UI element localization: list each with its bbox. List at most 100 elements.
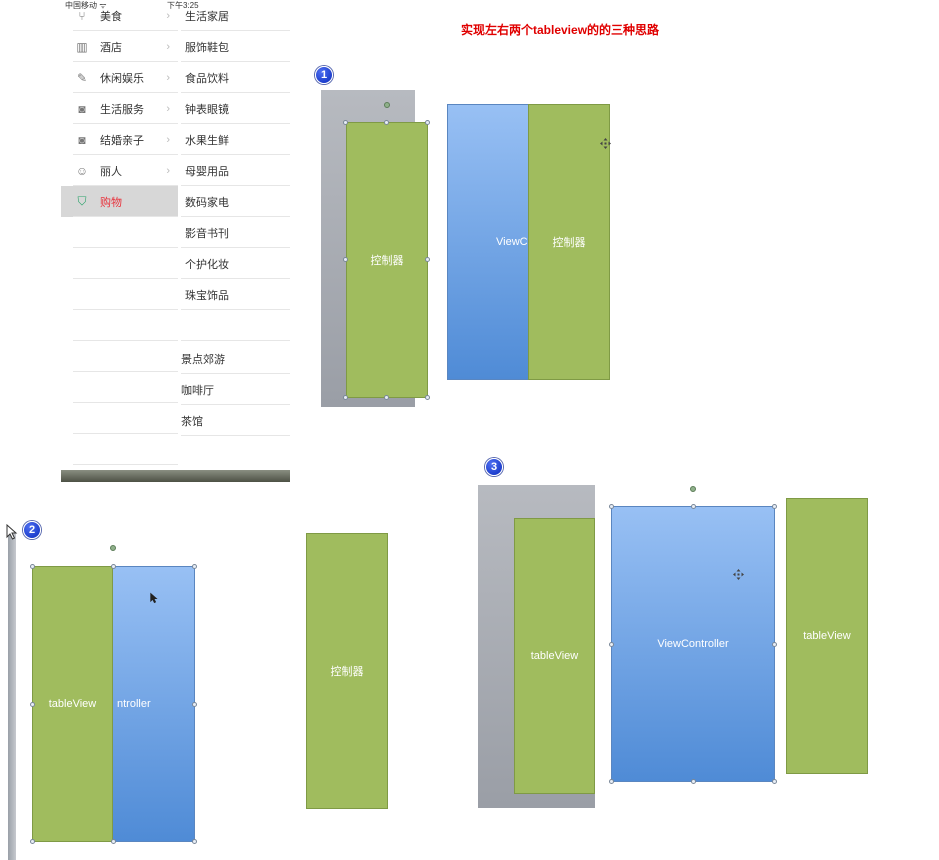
subcategory-item[interactable]: 母婴用品 xyxy=(185,165,229,178)
category-item[interactable]: ◙ 生活服务 › xyxy=(61,93,178,124)
category-item[interactable]: ⑂ 美食 › xyxy=(61,0,178,31)
move-cursor-icon xyxy=(600,138,611,149)
row-divider xyxy=(73,371,178,372)
subcategory-item[interactable]: 个护化妆 xyxy=(185,258,229,271)
tableview-box-label: tableView xyxy=(48,698,97,710)
rotate-handle-icon[interactable] xyxy=(690,486,696,492)
status-time: 下午3:25 xyxy=(167,1,199,10)
rotate-handle-icon[interactable] xyxy=(110,545,116,551)
category-item-label: 购物 xyxy=(100,196,122,209)
category-item-label: 休闲娱乐 xyxy=(100,72,144,85)
subcategory-item[interactable]: 咖啡厅 xyxy=(181,384,214,397)
subcategory-item[interactable]: 钟表眼镜 xyxy=(185,103,229,116)
view-controller-box-label: ntroller xyxy=(117,698,151,710)
resize-handle[interactable] xyxy=(343,395,348,400)
right-tableview-box[interactable]: tableView xyxy=(786,498,868,774)
category-item[interactable]: ◙ 结婚亲子 › xyxy=(61,124,178,155)
subcategory-table[interactable]: 生活家居服饰鞋包食品饮料钟表眼镜水果生鲜母婴用品数码家电影音书刊个护化妆珠宝饰品… xyxy=(181,0,290,482)
shopping-bag-icon: ⛉ xyxy=(77,194,87,208)
controller-box[interactable]: 控制器 xyxy=(346,122,428,398)
category-item[interactable]: ☺ 丽人 › xyxy=(61,155,178,186)
camera-icon: ◙ xyxy=(78,101,86,116)
row-divider xyxy=(73,61,178,62)
subcategory-item[interactable]: 食品饮料 xyxy=(185,72,229,85)
resize-handle[interactable] xyxy=(691,779,696,784)
row-divider xyxy=(73,247,178,248)
chevron-right-icon: › xyxy=(166,164,170,177)
resize-handle[interactable] xyxy=(192,839,197,844)
move-cursor-icon xyxy=(733,569,744,580)
row-divider xyxy=(181,92,290,93)
row-divider xyxy=(181,404,290,405)
view-controller-box[interactable]: ntroller xyxy=(107,566,195,842)
resize-handle[interactable] xyxy=(425,257,430,262)
resize-handle[interactable] xyxy=(192,702,197,707)
subcategory-item[interactable]: 珠宝饰品 xyxy=(185,289,229,302)
view-controller-box[interactable]: ViewCo xyxy=(447,104,537,380)
subcategory-item[interactable]: 景点郊游 xyxy=(181,353,225,366)
building-icon: ▥ xyxy=(76,39,88,54)
resize-handle[interactable] xyxy=(425,395,430,400)
resize-handle[interactable] xyxy=(691,504,696,509)
chevron-right-icon: › xyxy=(166,102,170,115)
right-tableview-box-label: tableView xyxy=(803,630,851,642)
chevron-right-icon: › xyxy=(166,71,170,84)
controller-overlay-box-label: 控制器 xyxy=(552,237,586,249)
category-item-label: 美食 xyxy=(100,10,122,23)
category-item[interactable]: ✎ 休闲娱乐 › xyxy=(61,62,178,93)
subcategory-item[interactable]: 茶馆 xyxy=(181,415,203,428)
category-item-label: 酒店 xyxy=(100,41,122,54)
row-divider xyxy=(181,309,290,310)
controller-overlay-box[interactable]: 控制器 xyxy=(528,104,610,380)
row-divider xyxy=(73,123,178,124)
category-item[interactable]: ⛉ 购物 xyxy=(61,186,178,217)
rotate-handle-icon[interactable] xyxy=(384,102,390,108)
category-table[interactable]: ⑂ 美食 › ▥ 酒店 › ✎ 休闲娱乐 › ◙ 生活服务 › ◙ 结婚亲子 › ☺ 丽人 › ⛉ 购物 xyxy=(61,0,178,482)
category-item-label: 丽人 xyxy=(100,165,122,178)
microphone-icon: ✎ xyxy=(76,70,88,85)
row-divider xyxy=(181,278,290,279)
resize-handle[interactable] xyxy=(111,839,116,844)
resize-handle[interactable] xyxy=(609,779,614,784)
controller-box-label: 控制器 xyxy=(330,666,364,678)
resize-handle[interactable] xyxy=(30,702,35,707)
phone-screenshot: 中国移动 ᯤ 下午3:25 ⑂ 美食 › ▥ 酒店 › ✎ 休闲娱乐 › ◙ 生活服务 › ◙ 结婚亲子 ›… xyxy=(61,0,290,482)
resize-handle[interactable] xyxy=(30,839,35,844)
row-divider xyxy=(73,30,178,31)
chevron-right-icon: › xyxy=(166,133,170,146)
resize-handle[interactable] xyxy=(609,504,614,509)
left-tableview-box[interactable]: tableView xyxy=(514,518,595,794)
resize-handle[interactable] xyxy=(772,642,777,647)
resize-handle[interactable] xyxy=(772,504,777,509)
arrow-cursor-icon xyxy=(150,592,158,604)
resize-handle[interactable] xyxy=(384,120,389,125)
resize-handle[interactable] xyxy=(111,564,116,569)
view-controller-box[interactable]: ViewController xyxy=(611,506,775,782)
chevron-right-icon: › xyxy=(166,9,170,22)
resize-handle[interactable] xyxy=(609,642,614,647)
status-carrier: 中国移动 ᯤ xyxy=(65,1,107,10)
row-divider xyxy=(73,154,178,155)
resize-handle[interactable] xyxy=(343,257,348,262)
face-icon: ☺ xyxy=(75,163,89,178)
subcategory-item[interactable]: 数码家电 xyxy=(185,196,229,209)
resize-handle[interactable] xyxy=(384,395,389,400)
category-item[interactable]: ▥ 酒店 › xyxy=(61,31,178,62)
tableview-box[interactable]: tableView xyxy=(32,566,113,842)
subcategory-item[interactable]: 服饰鞋包 xyxy=(185,41,229,54)
resize-handle[interactable] xyxy=(343,120,348,125)
resize-handle[interactable] xyxy=(30,564,35,569)
subcategory-item[interactable]: 生活家居 xyxy=(185,10,229,23)
view-controller-box-label: ViewController xyxy=(657,638,729,650)
resize-handle[interactable] xyxy=(192,564,197,569)
row-divider xyxy=(73,433,178,434)
subcategory-item[interactable]: 水果生鲜 xyxy=(185,134,229,147)
resize-handle[interactable] xyxy=(772,779,777,784)
subcategory-item[interactable]: 影音书刊 xyxy=(185,227,229,240)
controller-box[interactable]: 控制器 xyxy=(306,533,388,809)
row-divider xyxy=(73,216,178,217)
step-badge-2: 2 xyxy=(23,521,41,539)
resize-handle[interactable] xyxy=(425,120,430,125)
row-divider xyxy=(181,340,290,341)
arrow-cursor-icon xyxy=(6,524,18,540)
